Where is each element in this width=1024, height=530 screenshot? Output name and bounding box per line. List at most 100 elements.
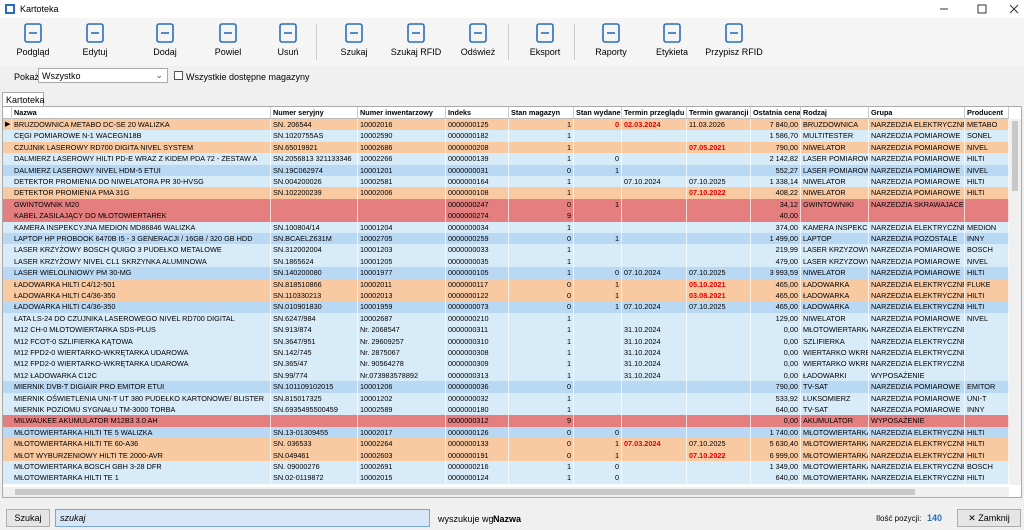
column-header[interactable]: Numer inwentarzowy	[358, 107, 446, 119]
table-row[interactable]: M12 FPD2-0 WIERTARKO-WKRĘTARKA UDAROWASN…	[3, 347, 1011, 358]
cell	[965, 370, 1009, 381]
table-row[interactable]: DALMIERZ LASEROWY NIVEL HDM-5 ETUISN.19C…	[3, 165, 1011, 176]
toolbar-button[interactable]: Szukaj	[324, 22, 384, 57]
separator	[508, 24, 509, 60]
table-row[interactable]: MŁOTOWIERTARKA HILTI TE 5 WALIZKASN.13-0…	[3, 427, 1011, 438]
search-button[interactable]: Szukaj	[6, 509, 50, 527]
cell: 129,00	[751, 313, 801, 324]
table-row[interactable]: GWINTOWNIK M2000000002470134,12GWINTOWNI…	[3, 199, 1011, 210]
table-row[interactable]: CZUJNIK LASEROWY RD700 DIGITA NIVEL SYST…	[3, 142, 1011, 153]
table-row[interactable]: ŁADOWARKA HILTI C4/12-501SN.818510866100…	[3, 279, 1011, 290]
table-row[interactable]: LASER KRZYŻOWY NIVEL CL1 SKRZYNKA ALUMIN…	[3, 256, 1011, 267]
table-row[interactable]: MŁOTOWIERTARKA HILTI TE 60-A36SN. 036533…	[3, 438, 1011, 449]
table-row[interactable]: MIERNIK DVB-T DIGIAIR PRO EMITOR ETUISN.…	[3, 381, 1011, 392]
column-header[interactable]: Termin gwarancji	[687, 107, 751, 119]
table-row[interactable]: DALMIERZ LASEROWY HILTI PD-E WRAZ Z KIDE…	[3, 153, 1011, 164]
toolbar-button[interactable]: Dodaj	[135, 22, 195, 57]
cell	[574, 187, 622, 198]
cell: KAMERA INSPEKCYJNA MEDION MD86846 WALIZK…	[12, 222, 271, 233]
cell	[574, 404, 622, 415]
filter-combo[interactable]: Wszystko⌄	[38, 68, 168, 83]
column-header[interactable]: Ostatnia cena	[751, 107, 801, 119]
column-header[interactable]: Nazwa	[12, 107, 271, 119]
search-input[interactable]: szukaj	[55, 509, 430, 527]
cell: NARZEDZIA ELEKTRYCZNE	[869, 222, 965, 233]
toolbar-button[interactable]: Usuń	[258, 22, 318, 57]
column-header[interactable]: Numer seryjny	[271, 107, 358, 119]
table-row[interactable]: KABEL ZASILAJĄCY DO MŁOTOWIERTAREK 000000…	[3, 210, 1011, 221]
cell: 0000000274	[446, 210, 509, 221]
cell: SN. 036533	[271, 438, 358, 449]
table-row[interactable]: M12 CH-0 MŁOTOWIERTARKA SDS-PLUSSN.913/8…	[3, 324, 1011, 335]
cell: NARZEDZIA POMIAROWE	[869, 381, 965, 392]
table-row[interactable]: MIERNIK POZIOMU SYGNAŁU TM-3000 TORBASN.…	[3, 404, 1011, 415]
toolbar-icon	[217, 22, 239, 44]
cell: 1	[509, 256, 574, 267]
column-header[interactable]: Producent	[965, 107, 1009, 119]
cell: 07.03.2024	[622, 438, 687, 449]
cell: HILTI	[965, 427, 1009, 438]
close-button[interactable]: ✕ Zamknij	[957, 509, 1021, 527]
column-header[interactable]: Grupa	[869, 107, 965, 119]
table-row[interactable]: ŁADOWARKA HILTI C4/36-350SN.110330213100…	[3, 290, 1011, 301]
toolbar-icon	[600, 22, 622, 44]
cell: M12 FCOT-0 SZLIFIERKA KĄTOWA	[12, 336, 271, 347]
column-header[interactable]: Termin przeglądu	[622, 107, 687, 119]
cell: M12 CH-0 MŁOTOWIERTARKA SDS-PLUS	[12, 324, 271, 335]
table-row[interactable]: LASER WIELOLINIOWY PM 30-MGSN.1402000801…	[3, 267, 1011, 278]
toolbar-button[interactable]: Przypisz RFID	[704, 22, 764, 57]
cell: 1 338,14	[751, 176, 801, 187]
cell: 0,00	[751, 347, 801, 358]
toolbar-button[interactable]: Raporty	[581, 22, 641, 57]
table-row[interactable]: ŁADOWARKA HILTI C4/36-350SN.010901830100…	[3, 301, 1011, 312]
cell: 0,00	[751, 415, 801, 426]
window-controls[interactable]	[930, 0, 1024, 18]
table-row[interactable]: CĘGI POMIAROWE N-1 WACEGN18BSN.1020755AS…	[3, 130, 1011, 141]
toolbar-label: Raporty	[581, 47, 641, 57]
toolbar-button[interactable]: Podgląd	[3, 22, 63, 57]
toolbar-button[interactable]: Odśwież	[448, 22, 508, 57]
cell: 0	[509, 450, 574, 461]
cell	[687, 313, 751, 324]
table-row[interactable]: M12 ŁADOWARKA C12CSN.99/774Nr.0739835788…	[3, 370, 1011, 381]
cell: 465,00	[751, 301, 801, 312]
toolbar-button[interactable]: Powiel	[198, 22, 258, 57]
table-row[interactable]: KAMERA INSPEKCYJNA MEDION MD86846 WALIZK…	[3, 222, 1011, 233]
toolbar-button[interactable]: Szukaj RFID	[386, 22, 446, 57]
cell: KABEL ZASILAJĄCY DO MŁOTOWIERTAREK	[12, 210, 271, 221]
table-row[interactable]: M12 FPD2-0 WIERTARKO-WKRĘTARKA UDAROWASN…	[3, 358, 1011, 369]
cell: 10002013	[358, 290, 446, 301]
cell	[622, 461, 687, 472]
cell	[965, 336, 1009, 347]
cell: 0	[509, 301, 574, 312]
table-row[interactable]: MŁOTOWIERTARKA BOSCH GBH 3-28 DFRSN. 090…	[3, 461, 1011, 472]
table-row[interactable]: MIERNIK OŚWIETLENIA UNI-T UT 380 PUDEŁKO…	[3, 393, 1011, 404]
column-header[interactable]: Rodzaj	[801, 107, 869, 119]
table-row[interactable]: LASER KRZYŻOWY BOSCH QUIGO 3 PUDEŁKO MET…	[3, 244, 1011, 255]
table-row[interactable]: M12 FCOT-0 SZLIFIERKA KĄTOWASN.3647/951N…	[3, 336, 1011, 347]
table-row[interactable]: MILWAUKEE AKUMULATOR M12B3 3.0 AH0000000…	[3, 415, 1011, 426]
cell: MŁOTOWIERTARKA	[801, 472, 869, 483]
tab[interactable]: Kartoteka	[2, 92, 44, 107]
table-row[interactable]: MŁOT WYBURZENIOWY HILTI TE 2000-AVRSN.04…	[3, 450, 1011, 461]
h-scrollbar[interactable]	[3, 487, 1009, 497]
table-row[interactable]: ▶BRUZDOWNICA METABO DC-SE 20 WALIZKASN. …	[3, 119, 1011, 130]
cell: 1	[509, 393, 574, 404]
table-row[interactable]: LAPTOP HP PROBOOK 6470B I5 - 3 GENERACJI…	[3, 233, 1011, 244]
cell: 11.03.2026	[687, 119, 751, 130]
checkbox[interactable]	[174, 71, 183, 80]
table-row[interactable]: MŁOTOWIERTARKA HILTI TE 1SN.02-011987210…	[3, 472, 1011, 483]
toolbar-button[interactable]: Edytuj	[65, 22, 125, 57]
v-scrollbar[interactable]	[1009, 119, 1021, 485]
column-header[interactable]: Indeks	[446, 107, 509, 119]
table-row[interactable]: DETEKTOR PROMIENIA DO NIWELATORA PR 30-H…	[3, 176, 1011, 187]
column-header[interactable]: Stan magazyn	[509, 107, 574, 119]
table-row[interactable]: DETEKTOR PROMIENIA PMA 31GSN.10220023910…	[3, 187, 1011, 198]
column-header[interactable]: Stan wydane	[574, 107, 622, 119]
cell: FLUKE	[965, 279, 1009, 290]
table-row[interactable]: ŁATA LS-24 DO CZUJNIKA LASEROWEGO NIVEL …	[3, 313, 1011, 324]
cell: SN.818510866	[271, 279, 358, 290]
toolbar-button[interactable]: Eksport	[515, 22, 575, 57]
toolbar-button[interactable]: Etykieta	[642, 22, 702, 57]
cell: 0000000182	[446, 130, 509, 141]
